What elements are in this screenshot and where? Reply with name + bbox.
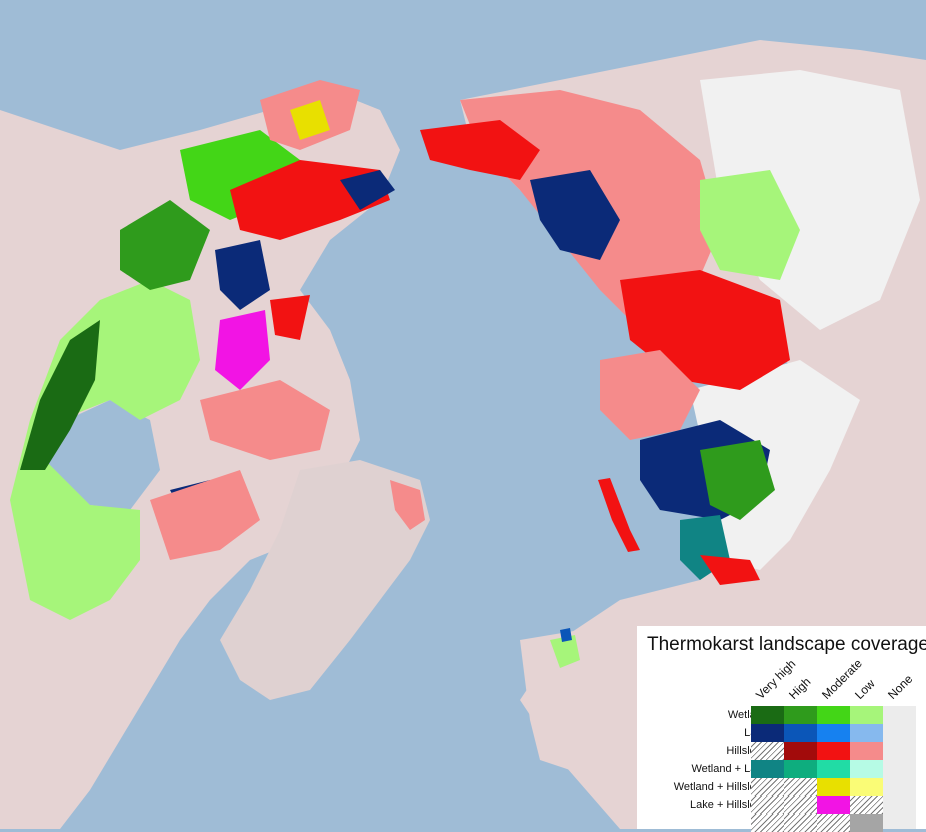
legend-swatch	[850, 706, 883, 724]
legend-swatch	[751, 706, 784, 724]
legend-hatch	[751, 742, 784, 760]
legend-swatch	[784, 742, 817, 760]
legend-swatch	[784, 706, 817, 724]
west-siberia-wetland-high	[700, 440, 775, 520]
legend-col-none: None	[885, 671, 916, 702]
legend-none-swatch	[883, 706, 916, 829]
legend-swatch	[784, 760, 817, 778]
legend-hatch	[784, 796, 817, 814]
legend-title: Thermokarst landscape coverage	[647, 634, 926, 655]
archipelago-hillslope-low	[200, 380, 330, 460]
legend-hatch	[784, 778, 817, 796]
west-siberia-hillslope-moderate	[700, 555, 760, 585]
legend-swatch	[817, 760, 850, 778]
alaska-wetland-plus-hillslope	[290, 100, 330, 140]
map-legend: Thermokarst landscape coverage Very high…	[637, 626, 926, 832]
scandinavia	[520, 630, 610, 770]
legend-row-label: Lake + Hillslope	[690, 799, 768, 811]
legend-row-label: Wetland + Lake	[691, 763, 768, 775]
na-wetland-high	[120, 200, 210, 290]
legend-col-high: High	[786, 674, 814, 702]
siberia-lake-very-high	[530, 170, 620, 260]
greenland	[220, 460, 430, 700]
siberia-wetland-low	[700, 170, 800, 280]
legend-hatch	[751, 814, 784, 832]
legend-hatch	[784, 814, 817, 832]
legend-swatch	[817, 778, 850, 796]
scandinavia-lake-high	[560, 628, 572, 642]
na-wetland-very-high	[20, 320, 100, 470]
legend-swatch	[751, 724, 784, 742]
legend-swatch	[784, 724, 817, 742]
legend-hatch	[850, 796, 883, 814]
west-siberia-hillslope-moderate	[598, 478, 640, 552]
legend-swatch	[850, 778, 883, 796]
legend-swatch	[817, 796, 850, 814]
archipelago-hillslope-low	[150, 470, 260, 560]
legend-swatch	[850, 724, 883, 742]
legend-swatch	[751, 760, 784, 778]
legend-swatch	[817, 706, 850, 724]
legend-swatch	[850, 814, 883, 832]
legend-hatch	[751, 796, 784, 814]
siberia-hillslope-moderate	[420, 120, 540, 180]
legend-swatch	[850, 760, 883, 778]
alaska-lake-very-high	[215, 240, 270, 310]
legend-swatch	[817, 724, 850, 742]
legend-col-low: Low	[852, 676, 878, 702]
archipelago-lake-plus-hillslope	[215, 310, 270, 390]
legend-swatch	[850, 742, 883, 760]
siberia-hillslope-low	[600, 350, 700, 440]
legend-row-label: Wetland + Hillslope	[673, 781, 768, 793]
scandinavia-wetland-low	[550, 635, 580, 668]
legend-hatch	[817, 814, 850, 832]
legend-hatch	[751, 778, 784, 796]
alaska-lake-very-high	[340, 170, 395, 210]
legend-swatch	[817, 742, 850, 760]
archipelago-hillslope-moderate	[270, 295, 310, 340]
no-thermokarst-zone	[690, 360, 860, 570]
north-america-land	[0, 90, 400, 829]
greenland-hillslope-low	[390, 480, 425, 530]
